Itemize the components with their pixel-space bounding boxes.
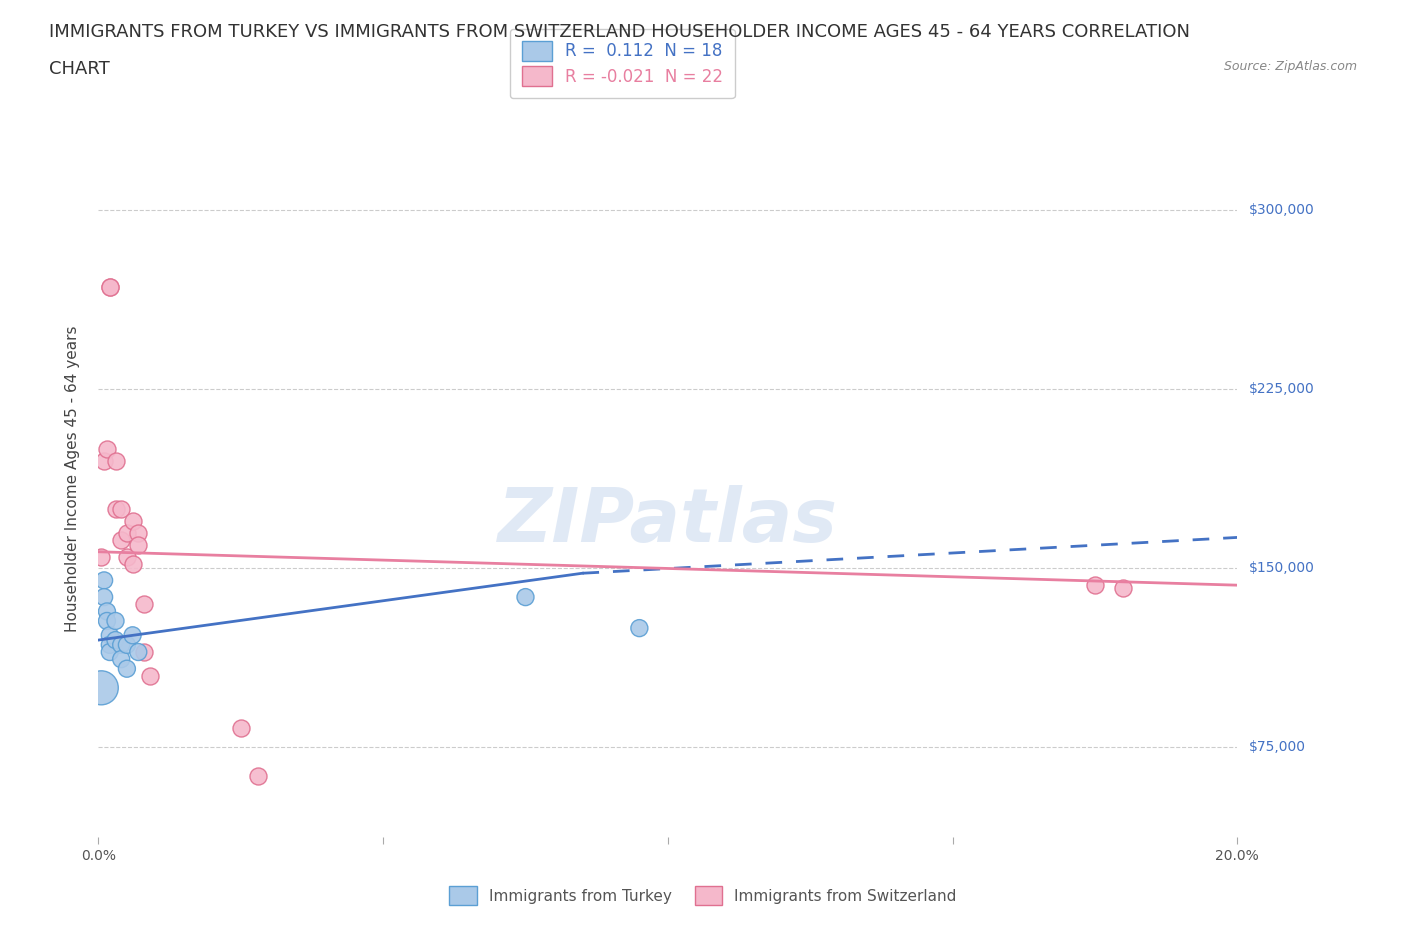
Point	[1112, 580, 1135, 595]
Point	[90, 681, 112, 696]
Point	[110, 637, 132, 652]
Text: $150,000: $150,000	[1249, 562, 1315, 576]
Point	[127, 525, 149, 540]
Text: $300,000: $300,000	[1249, 204, 1315, 218]
Point	[115, 637, 138, 652]
Legend: Immigrants from Turkey, Immigrants from Switzerland: Immigrants from Turkey, Immigrants from …	[443, 881, 963, 911]
Point	[121, 556, 143, 571]
Point	[115, 525, 138, 540]
Point	[246, 769, 269, 784]
Point	[132, 597, 155, 612]
Point	[93, 590, 115, 604]
Point	[98, 637, 121, 652]
Point	[96, 604, 118, 618]
Legend: R =  0.112  N = 18, R = -0.021  N = 22: R = 0.112 N = 18, R = -0.021 N = 22	[510, 29, 734, 98]
Point	[127, 538, 149, 552]
Point	[98, 279, 121, 294]
Point	[98, 279, 121, 294]
Text: ZIPatlas: ZIPatlas	[498, 485, 838, 558]
Point	[93, 573, 115, 588]
Point	[104, 454, 127, 469]
Text: CHART: CHART	[49, 60, 110, 78]
Point	[132, 644, 155, 659]
Y-axis label: Householder Income Ages 45 - 64 years: Householder Income Ages 45 - 64 years	[65, 326, 80, 632]
Point	[115, 549, 138, 564]
Point	[93, 454, 115, 469]
Point	[1084, 578, 1107, 592]
Point	[110, 532, 132, 547]
Point	[121, 513, 143, 528]
Point	[110, 501, 132, 516]
Point	[104, 614, 127, 629]
Point	[104, 632, 127, 647]
Text: IMMIGRANTS FROM TURKEY VS IMMIGRANTS FROM SWITZERLAND HOUSEHOLDER INCOME AGES 45: IMMIGRANTS FROM TURKEY VS IMMIGRANTS FRO…	[49, 23, 1191, 41]
Point	[96, 614, 118, 629]
Text: $75,000: $75,000	[1249, 740, 1305, 754]
Point	[138, 669, 160, 684]
Point	[115, 661, 138, 676]
Point	[229, 721, 252, 736]
Point	[90, 549, 112, 564]
Point	[98, 628, 121, 643]
Point	[98, 644, 121, 659]
Point	[127, 644, 149, 659]
Point	[96, 442, 118, 457]
Point	[104, 501, 127, 516]
Point	[121, 628, 143, 643]
Point	[515, 590, 537, 604]
Text: Source: ZipAtlas.com: Source: ZipAtlas.com	[1223, 60, 1357, 73]
Text: $225,000: $225,000	[1249, 382, 1315, 396]
Point	[110, 652, 132, 667]
Point	[628, 620, 651, 635]
